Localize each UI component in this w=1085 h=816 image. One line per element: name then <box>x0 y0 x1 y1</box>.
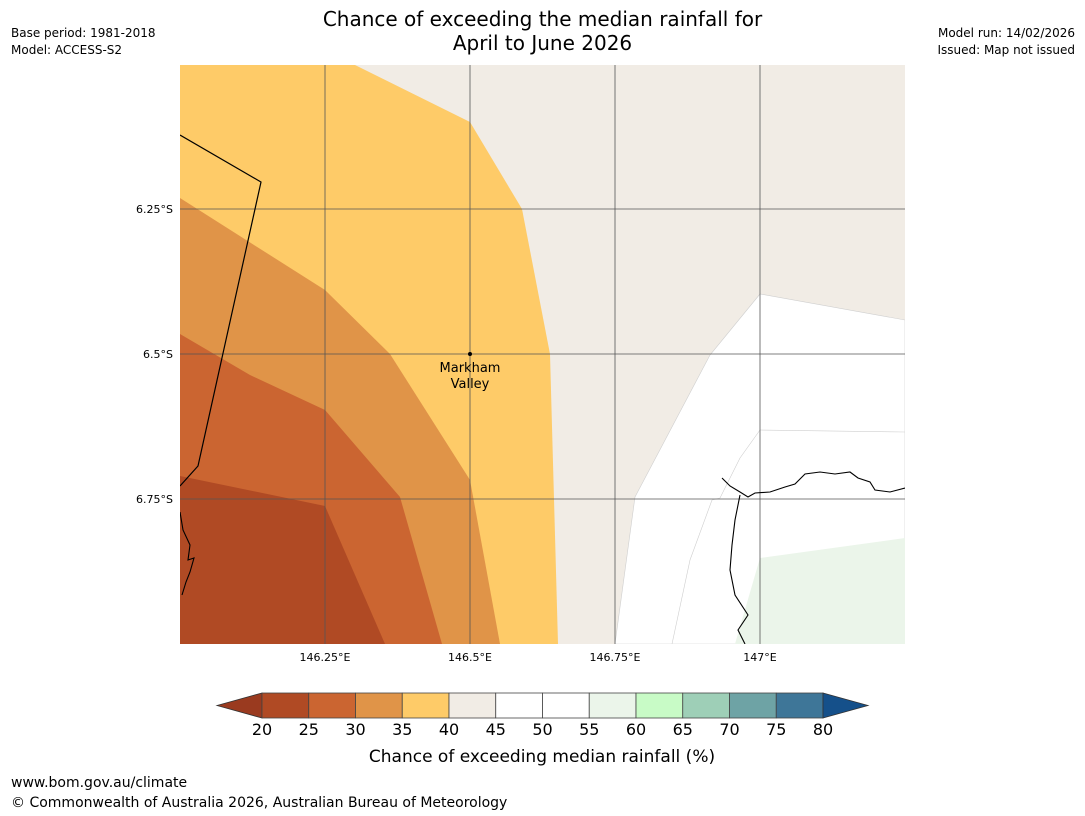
colorbar-cell-35-40 <box>401 692 450 719</box>
place-label-line-2: Valley <box>451 377 490 392</box>
colorbar-cell-75-80 <box>775 692 824 719</box>
colorbar-cell-20-25 <box>261 692 310 719</box>
coastline-east <box>721 471 905 498</box>
colorbar-tick-20: 20 <box>252 720 272 739</box>
model-run: Model run: 14/02/2026 <box>937 26 1075 40</box>
colorbar-cell-70-75 <box>729 692 777 719</box>
lon-label-147: 147°E <box>743 651 776 664</box>
colorbar-tick-55: 55 <box>579 720 599 739</box>
map-title: Chance of exceeding the median rainfall … <box>0 7 1085 55</box>
base-period: Base period: 1981-2018 <box>11 26 156 40</box>
band-55-60 <box>735 538 905 644</box>
band-20-25 <box>180 476 385 644</box>
lon-label-146-75: 146.75°E <box>590 651 641 664</box>
colorbar-tick-35: 35 <box>392 720 412 739</box>
meta-left: Base period: 1981-2018 Model: ACCESS-S2 <box>11 25 156 59</box>
colorbar: 20 25 30 35 40 45 50 55 60 65 70 75 80 Chance of exc… <box>215 692 870 767</box>
title-line-1: Chance of exceeding the median rainfall … <box>322 7 763 31</box>
rainfall-map[interactable] <box>180 65 905 644</box>
colorbar-tick-65: 65 <box>673 720 693 739</box>
contour-line <box>671 499 713 644</box>
colorbar-under-arrow <box>215 692 263 719</box>
colorbar-tick-70: 70 <box>719 720 739 739</box>
colorbar-cell-40-45 <box>448 692 497 719</box>
lon-label-146-25: 146.25°E <box>300 651 351 664</box>
colorbar-cell-45-50 <box>495 692 543 719</box>
model-name: Model: ACCESS-S2 <box>11 43 123 57</box>
colorbar-tick-50: 50 <box>532 720 552 739</box>
colorbar-cell-50-55 <box>542 692 590 719</box>
colorbar-cell-60-65 <box>635 692 684 719</box>
colorbar-over-arrow <box>822 692 870 719</box>
lon-label-146-5: 146.5°E <box>448 651 492 664</box>
meta-right: Model run: 14/02/2026 Issued: Map not is… <box>937 25 1075 59</box>
colorbar-tick-60: 60 <box>626 720 646 739</box>
lat-label-6-5: 6.5°S <box>143 348 173 361</box>
colorbar-tick-75: 75 <box>766 720 786 739</box>
colorbar-cell-55-60 <box>588 692 637 719</box>
contour-line <box>759 429 905 433</box>
place-marker <box>468 352 472 356</box>
colorbar-cell-25-30 <box>308 692 356 719</box>
issued-status: Issued: Map not issued <box>937 43 1075 57</box>
map-figure: Markham Valley 6.25°S 6.5°S 6.75°S 146.2… <box>136 65 905 767</box>
colorbar-tick-30: 30 <box>345 720 365 739</box>
colorbar-cell-65-70 <box>682 692 730 719</box>
place-label-line-1: Markham <box>440 361 501 376</box>
colorbar-tick-45: 45 <box>486 720 506 739</box>
colorbar-title: Chance of exceeding median rainfall (%) <box>369 747 715 767</box>
coastline-west <box>180 511 195 596</box>
lat-label-6-25: 6.25°S <box>136 203 173 216</box>
footer-url: www.bom.gov.au/climate <box>11 775 188 791</box>
border-line <box>180 134 262 487</box>
footer-copyright: © Commonwealth of Australia 2026, Austra… <box>11 795 508 811</box>
title-line-2: April to June 2026 <box>452 31 633 55</box>
colorbar-tick-40: 40 <box>439 720 459 739</box>
colorbar-tick-25: 25 <box>299 720 319 739</box>
colorbar-cell-30-35 <box>355 692 403 719</box>
coastline-river <box>729 494 749 644</box>
lat-label-6-75: 6.75°S <box>136 493 173 506</box>
colorbar-tick-80: 80 <box>813 720 833 739</box>
